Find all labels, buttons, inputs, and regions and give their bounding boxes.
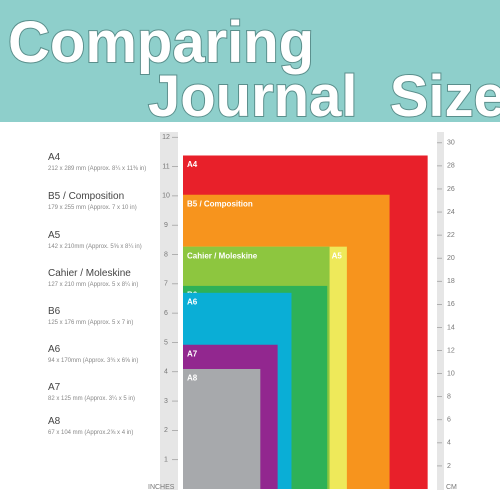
title-line1: Comparing: [8, 10, 314, 75]
header-banner: [0, 0, 500, 122]
size-dims: 212 x 289 mm (Approx. 8¼ x 11⅜ in): [48, 166, 146, 172]
size-inner-label: A7: [187, 349, 198, 358]
size-inner-label: A8: [187, 374, 198, 383]
cm-tick-label: 12: [447, 347, 455, 354]
inch-tick-label: 1: [164, 457, 168, 464]
size-inner-label: Cahier / Moleskine: [187, 251, 258, 260]
inch-tick-label: 2: [164, 427, 168, 434]
cm-tick-label: 8: [447, 394, 451, 401]
size-name: A7: [48, 382, 61, 393]
inch-tick-label: 5: [164, 339, 168, 346]
inch-tick-label: 12: [162, 134, 170, 141]
cm-tick-label: 2: [447, 463, 451, 470]
size-inner-label: A5: [332, 251, 343, 260]
cm-tick-label: 14: [447, 324, 455, 331]
inch-tick-label: 4: [164, 369, 168, 376]
cm-tick-label: 26: [447, 186, 455, 193]
cm-axis-label: CM: [446, 484, 457, 491]
inch-tick-label: 10: [162, 193, 170, 200]
size-name: B5 / Composition: [48, 191, 124, 202]
cm-tick-label: 30: [447, 140, 455, 147]
size-dims: 179 x 255 mm (Approx. 7 x 10 in): [48, 205, 137, 211]
inch-ruler: [160, 132, 178, 490]
size-dims: 125 x 176 mm (Approx. 5 x 7 in): [48, 320, 133, 326]
cm-tick-label: 22: [447, 232, 455, 239]
cm-tick-label: 10: [447, 370, 455, 377]
inch-tick-label: 9: [164, 222, 168, 229]
title-line2: Journal Sizes: [148, 64, 500, 129]
cm-tick-label: 20: [447, 255, 455, 262]
cm-tick-label: 18: [447, 278, 455, 285]
inch-tick-label: 8: [164, 251, 168, 258]
size-inner-label: B5 / Composition: [187, 199, 253, 208]
size-inner-label: A6: [187, 297, 198, 306]
size-name: A4: [48, 152, 61, 163]
size-inner-label: A4: [187, 160, 198, 169]
cm-tick-label: 24: [447, 209, 455, 216]
inch-tick-label: 11: [162, 163, 169, 170]
size-name: A8: [48, 416, 61, 427]
size-dims: 142 x 210mm (Approx. 5⅝ x 8¼ in): [48, 244, 142, 250]
inch-axis-label: INCHES: [148, 484, 175, 491]
cm-tick-label: 4: [447, 440, 451, 447]
size-name: Cahier / Moleskine: [48, 268, 131, 279]
inch-tick-label: 7: [164, 281, 168, 288]
cm-tick-label: 28: [447, 163, 455, 170]
inch-tick-label: 6: [164, 310, 168, 317]
size-name: A5: [48, 230, 61, 241]
size-dims: 67 x 104 mm (Approx.2⅝ x 4 in): [48, 430, 133, 436]
size-dims: 94 x 170mm (Approx. 3¾ x 6⅝ in): [48, 358, 138, 364]
size-name: A6: [48, 344, 61, 355]
cm-tick-label: 16: [447, 301, 455, 308]
cm-ruler: [437, 132, 444, 490]
cm-tick-label: 6: [447, 417, 451, 424]
size-dims: 82 x 125 mm (Approx. 3¼ x 5 in): [48, 396, 135, 402]
size-dims: 127 x 210 mm (Approx. 5 x 8¼ in): [48, 282, 138, 288]
size-name: B6: [48, 306, 61, 317]
inch-tick-label: 3: [164, 398, 168, 405]
size-rect: [183, 368, 261, 489]
